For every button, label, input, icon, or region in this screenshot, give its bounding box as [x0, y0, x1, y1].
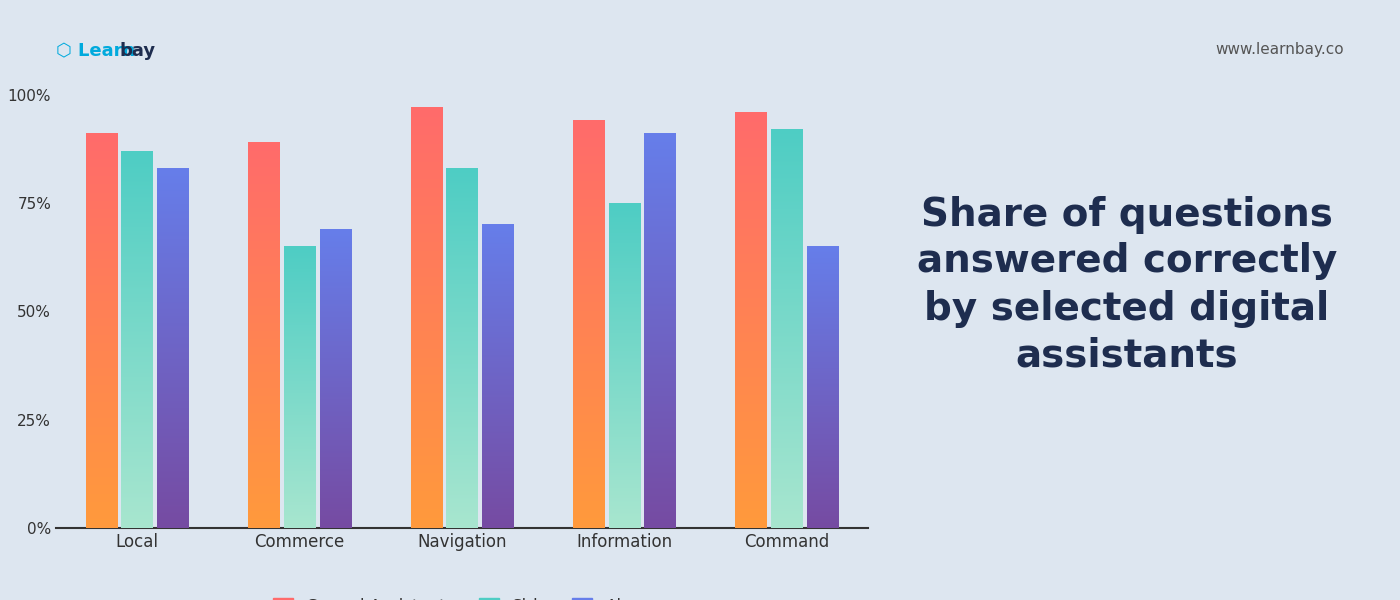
- Text: Share of questions
answered correctly
by selected digital
assistants: Share of questions answered correctly by…: [917, 196, 1337, 374]
- Legend: Googel Assistant, Siri, Alexa: Googel Assistant, Siri, Alexa: [266, 591, 658, 600]
- Text: www.learnbay.co: www.learnbay.co: [1215, 42, 1344, 57]
- Text: bay: bay: [119, 42, 155, 60]
- Text: ⬡ Learn: ⬡ Learn: [56, 42, 136, 60]
